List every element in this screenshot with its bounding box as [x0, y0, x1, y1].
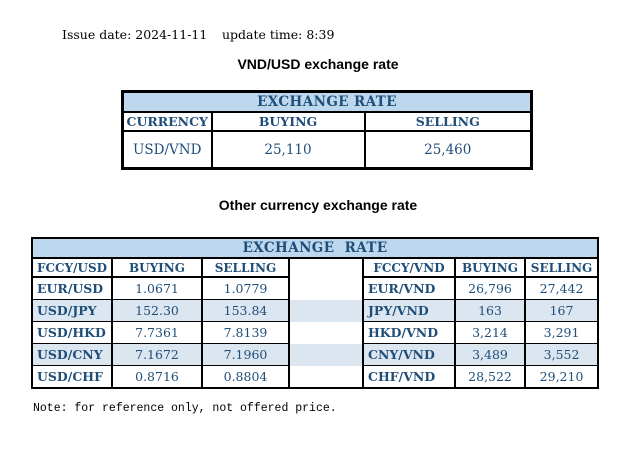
buying-rate-cell: 3,489 [454, 343, 526, 366]
currency-pair-cell: CHF/VND [362, 365, 456, 389]
selling-rate-cell: 3,552 [523, 343, 600, 366]
table-row: USD/CNY 7.1672 7.1960 CNY/VND 3,489 3,55… [31, 343, 600, 366]
selling-rate-cell: 153.84 [201, 299, 290, 322]
currency-pair-cell: HKD/VND [362, 321, 456, 344]
spacer-cell [288, 299, 364, 322]
table-row: USD/HKD 7.7361 7.8139 HKD/VND 3,214 3,29… [31, 321, 600, 344]
spacer-cell [288, 321, 364, 344]
selling-rate-cell: 0.8804 [201, 365, 290, 389]
table-row: EUR/USD 1.0671 1.0779 EUR/VND 26,796 27,… [31, 276, 600, 300]
table-row: USD/CHF 0.8716 0.8804 CHF/VND 28,522 29,… [31, 365, 600, 389]
table-header-row: CURRENCY BUYING SELLING [121, 111, 533, 132]
vnd-usd-section-title: VND/USD exchange rate [237, 56, 399, 72]
table-header-row: FCCY/USD BUYING SELLING FCCY/VND BUYING … [31, 257, 600, 278]
table-title-row: EXCHANGE RATE [30, 237, 600, 259]
selling-rate-cell: 7.1960 [201, 343, 290, 366]
spacer-cell [288, 277, 364, 300]
selling-rate-cell: 29,210 [523, 365, 600, 389]
buying-rate-cell: 26,796 [454, 276, 526, 300]
vnd-usd-rate-table: EXCHANGE RATE CURRENCY BUYING SELLING US… [121, 90, 534, 170]
buying-rate-cell: 0.8716 [111, 365, 203, 389]
selling-rate-cell: 7.8139 [201, 321, 290, 344]
selling-rate-cell: 3,291 [523, 321, 600, 344]
currency-pair-cell: USD/CHF [31, 365, 113, 389]
other-currency-section-title: Other currency exchange rate [218, 197, 418, 213]
currency-pair-cell: USD/HKD [31, 321, 113, 344]
update-time-text: update time: 8:39 [222, 27, 335, 42]
issue-date-text: Issue date: 2024-11-11 [62, 27, 208, 42]
selling-rate-cell: 167 [523, 299, 600, 322]
table-title: EXCHANGE RATE [121, 90, 533, 113]
currency-pair-cell: EUR/VND [362, 276, 456, 300]
other-currency-rate-table: EXCHANGE RATE FCCY/USD BUYING SELLING FC… [30, 237, 600, 389]
buying-rate-cell: 25,110 [210, 130, 366, 170]
buying-rate-cell: 152.30 [111, 299, 203, 322]
selling-rate-cell: 27,442 [523, 276, 600, 300]
buying-rate-cell: 3,214 [454, 321, 526, 344]
column-header-buying: BUYING [210, 111, 366, 132]
column-header-fccy-vnd: FCCY/VND [362, 257, 456, 278]
column-header-selling-right: SELLING [523, 257, 600, 278]
column-header-selling: SELLING [363, 111, 533, 132]
column-header-fccy-usd: FCCY/USD [31, 257, 113, 278]
spacer-cell [288, 365, 364, 388]
column-header-buying-left: BUYING [111, 257, 203, 278]
reference-note: Note: for reference only, not offered pr… [33, 402, 337, 415]
spacer-cell [288, 258, 364, 277]
buying-rate-cell: 7.7361 [111, 321, 203, 344]
column-header-currency: CURRENCY [121, 111, 213, 132]
currency-pair-cell: EUR/USD [31, 276, 113, 300]
currency-pair-cell: CNY/VND [362, 343, 456, 366]
buying-rate-cell: 163 [454, 299, 526, 322]
selling-rate-cell: 25,460 [363, 130, 533, 170]
buying-rate-cell: 7.1672 [111, 343, 203, 366]
table-title: EXCHANGE RATE [30, 237, 600, 259]
column-header-selling-left: SELLING [201, 257, 290, 278]
currency-pair-cell: JPY/VND [362, 299, 456, 322]
table-row: USD/JPY 152.30 153.84 JPY/VND 163 167 [31, 299, 600, 322]
buying-rate-cell: 1.0671 [111, 276, 203, 300]
table-title-row: EXCHANGE RATE [121, 90, 533, 113]
currency-pair-cell: USD/VND [121, 130, 213, 170]
buying-rate-cell: 28,522 [454, 365, 526, 389]
currency-pair-cell: USD/CNY [31, 343, 113, 366]
table-row: USD/VND 25,110 25,460 [121, 130, 533, 170]
spacer-cell [288, 343, 364, 366]
column-header-buying-right: BUYING [454, 257, 526, 278]
currency-pair-cell: USD/JPY [31, 299, 113, 322]
selling-rate-cell: 1.0779 [201, 276, 290, 300]
